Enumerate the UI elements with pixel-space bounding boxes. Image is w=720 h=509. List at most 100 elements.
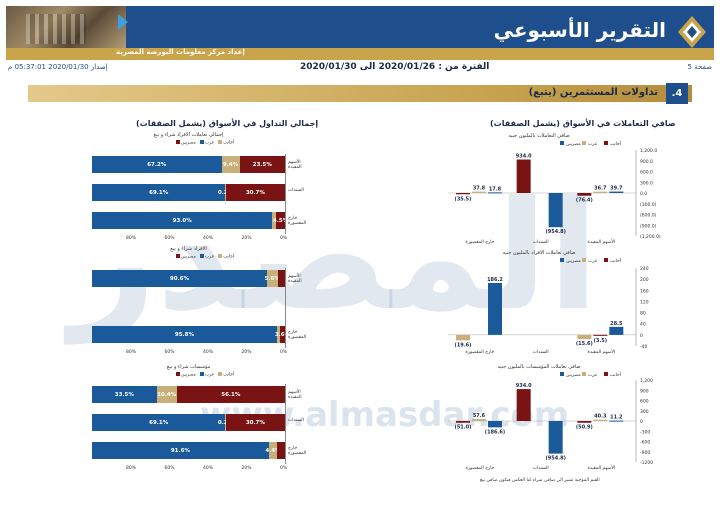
data-label: (186.6)	[485, 429, 505, 435]
bar	[593, 191, 608, 193]
stacked-bar-row: 69.1% 0.2% 30.7%	[92, 414, 285, 431]
legend-label: مصريين	[181, 254, 196, 260]
bar-segment: 4.4%	[265, 442, 281, 459]
bar	[609, 191, 624, 193]
bar-label: 9.4%	[222, 161, 239, 168]
bar	[593, 419, 608, 421]
category-label: السندات	[533, 350, 549, 355]
y-tick-label: 300	[640, 409, 649, 415]
y-tick-label: 80	[640, 311, 646, 317]
data-label: (954.8)	[545, 229, 565, 235]
category-label: الأسهم المقيدة	[587, 464, 615, 471]
exchange-logo-icon	[678, 16, 706, 48]
right-chart-title: صافي التعاملات بالمليون جنيه	[508, 133, 569, 139]
y-tick-label: 900.0	[640, 159, 653, 165]
x-tick-label: 60%	[164, 236, 175, 241]
bar-segment: 90.6%	[92, 270, 267, 287]
bar	[609, 326, 624, 335]
data-label: 934.0	[516, 154, 532, 160]
legend-label: عرب	[588, 142, 598, 147]
chevron-icon	[118, 14, 128, 30]
legend-label: عرب	[588, 259, 598, 264]
left-chart-title: إجمالي تعاملات الافراد شراء و بيع	[153, 132, 224, 138]
bar-segment: 5.6%	[264, 270, 280, 287]
legend-swatch	[604, 372, 608, 376]
bar-label: 95.8%	[174, 331, 194, 338]
page-number: صفحة 5	[687, 63, 712, 71]
legend-label: عرب	[204, 372, 215, 378]
data-label: (3.5)	[594, 338, 607, 344]
left-panel-title: إجمالي التداول في الأسواق (يشمل الصفقات)	[136, 119, 319, 128]
bar	[472, 191, 486, 193]
legend-swatch	[560, 141, 564, 145]
x-tick-label: 80%	[126, 466, 137, 471]
data-label: 36.7	[594, 186, 607, 192]
legend-label: أجانب	[223, 254, 235, 260]
stacked-bar-row: 95.8% 3.6%	[92, 326, 290, 343]
bar-label: 5.6%	[264, 275, 280, 282]
left-chart-title: الافراد شراء و بيع	[170, 246, 207, 252]
y-tick-label: 1,200	[640, 378, 653, 384]
legend-label: مصريين	[566, 373, 581, 378]
y-tick-label: 600	[640, 399, 649, 405]
data-label: 934.0	[516, 383, 532, 389]
legend-swatch	[560, 372, 564, 376]
bar-label: 23.5%	[252, 161, 272, 168]
legend-label: مصريين	[181, 140, 196, 146]
bar	[593, 334, 608, 336]
data-label: 40.3	[594, 414, 607, 420]
bar-segment: 3.6%	[275, 326, 290, 343]
y-tick-label: 0	[640, 333, 643, 339]
category-label: خارج المقصورة	[288, 330, 307, 340]
legend-swatch	[582, 258, 586, 262]
left-axis-line	[285, 384, 286, 464]
bar-segment: 23.5%	[239, 156, 285, 173]
legend-swatch	[604, 141, 608, 145]
category-label: خارج المقصورة	[466, 240, 495, 245]
y-tick-label: -300	[640, 429, 650, 435]
legend-swatch	[176, 254, 180, 258]
bar	[488, 282, 502, 335]
legend-swatch	[582, 141, 586, 145]
x-tick-label: 80%	[126, 236, 137, 241]
y-tick-label: -1200	[640, 460, 653, 466]
left-chart-legend: أجانب عرب مصريين	[172, 372, 234, 378]
bar	[456, 193, 470, 195]
bar-label: 0.2%	[218, 190, 233, 196]
legend-label: أجانب	[223, 372, 235, 378]
bar-label: 90.6%	[169, 275, 189, 282]
bar-label: 30.7%	[245, 419, 265, 426]
x-tick-label: 40%	[203, 350, 214, 355]
bar	[577, 421, 592, 423]
legend-swatch	[604, 258, 608, 262]
bar-segment: 30.7%	[225, 414, 285, 431]
category-label: الأسهم المقيدة	[587, 348, 615, 355]
y-tick-label: 200	[640, 277, 649, 283]
section-title: تداولات المستثمرين (يتبع)	[528, 87, 658, 98]
bar	[472, 419, 486, 421]
bar-segment: 33.5%	[92, 386, 157, 403]
bar-label: 33.5%	[114, 391, 134, 398]
y-tick-label: -40	[640, 344, 647, 350]
data-label: 57.6	[473, 413, 486, 419]
legend-label: أجانب	[610, 140, 621, 147]
y-tick-label: -900	[640, 450, 650, 456]
x-tick-label: 20%	[241, 236, 252, 241]
data-label: 186.2	[487, 277, 503, 283]
stacked-bar-row: 33.5% 10.4% 56.1%	[92, 386, 285, 403]
category-label: السندات	[533, 466, 549, 471]
bar-segment: 4.5%	[273, 212, 289, 229]
bar-segment: 30.7%	[225, 184, 285, 201]
legend-label: أجانب	[610, 371, 621, 378]
x-tick-label: 40%	[203, 466, 214, 471]
legend-swatch	[199, 140, 204, 144]
stacked-bar-row: 90.6% 5.6%	[92, 270, 285, 287]
right-chart-title: صافي تعاملات المؤسسات بالمليون جنيه	[497, 364, 580, 370]
bar	[456, 334, 470, 341]
legend-label: أجانب	[223, 140, 235, 146]
section-number: .4	[666, 83, 688, 104]
data-label: (50.9)	[576, 425, 593, 431]
bar	[488, 421, 502, 428]
bar-label: 4.5%	[273, 217, 289, 224]
